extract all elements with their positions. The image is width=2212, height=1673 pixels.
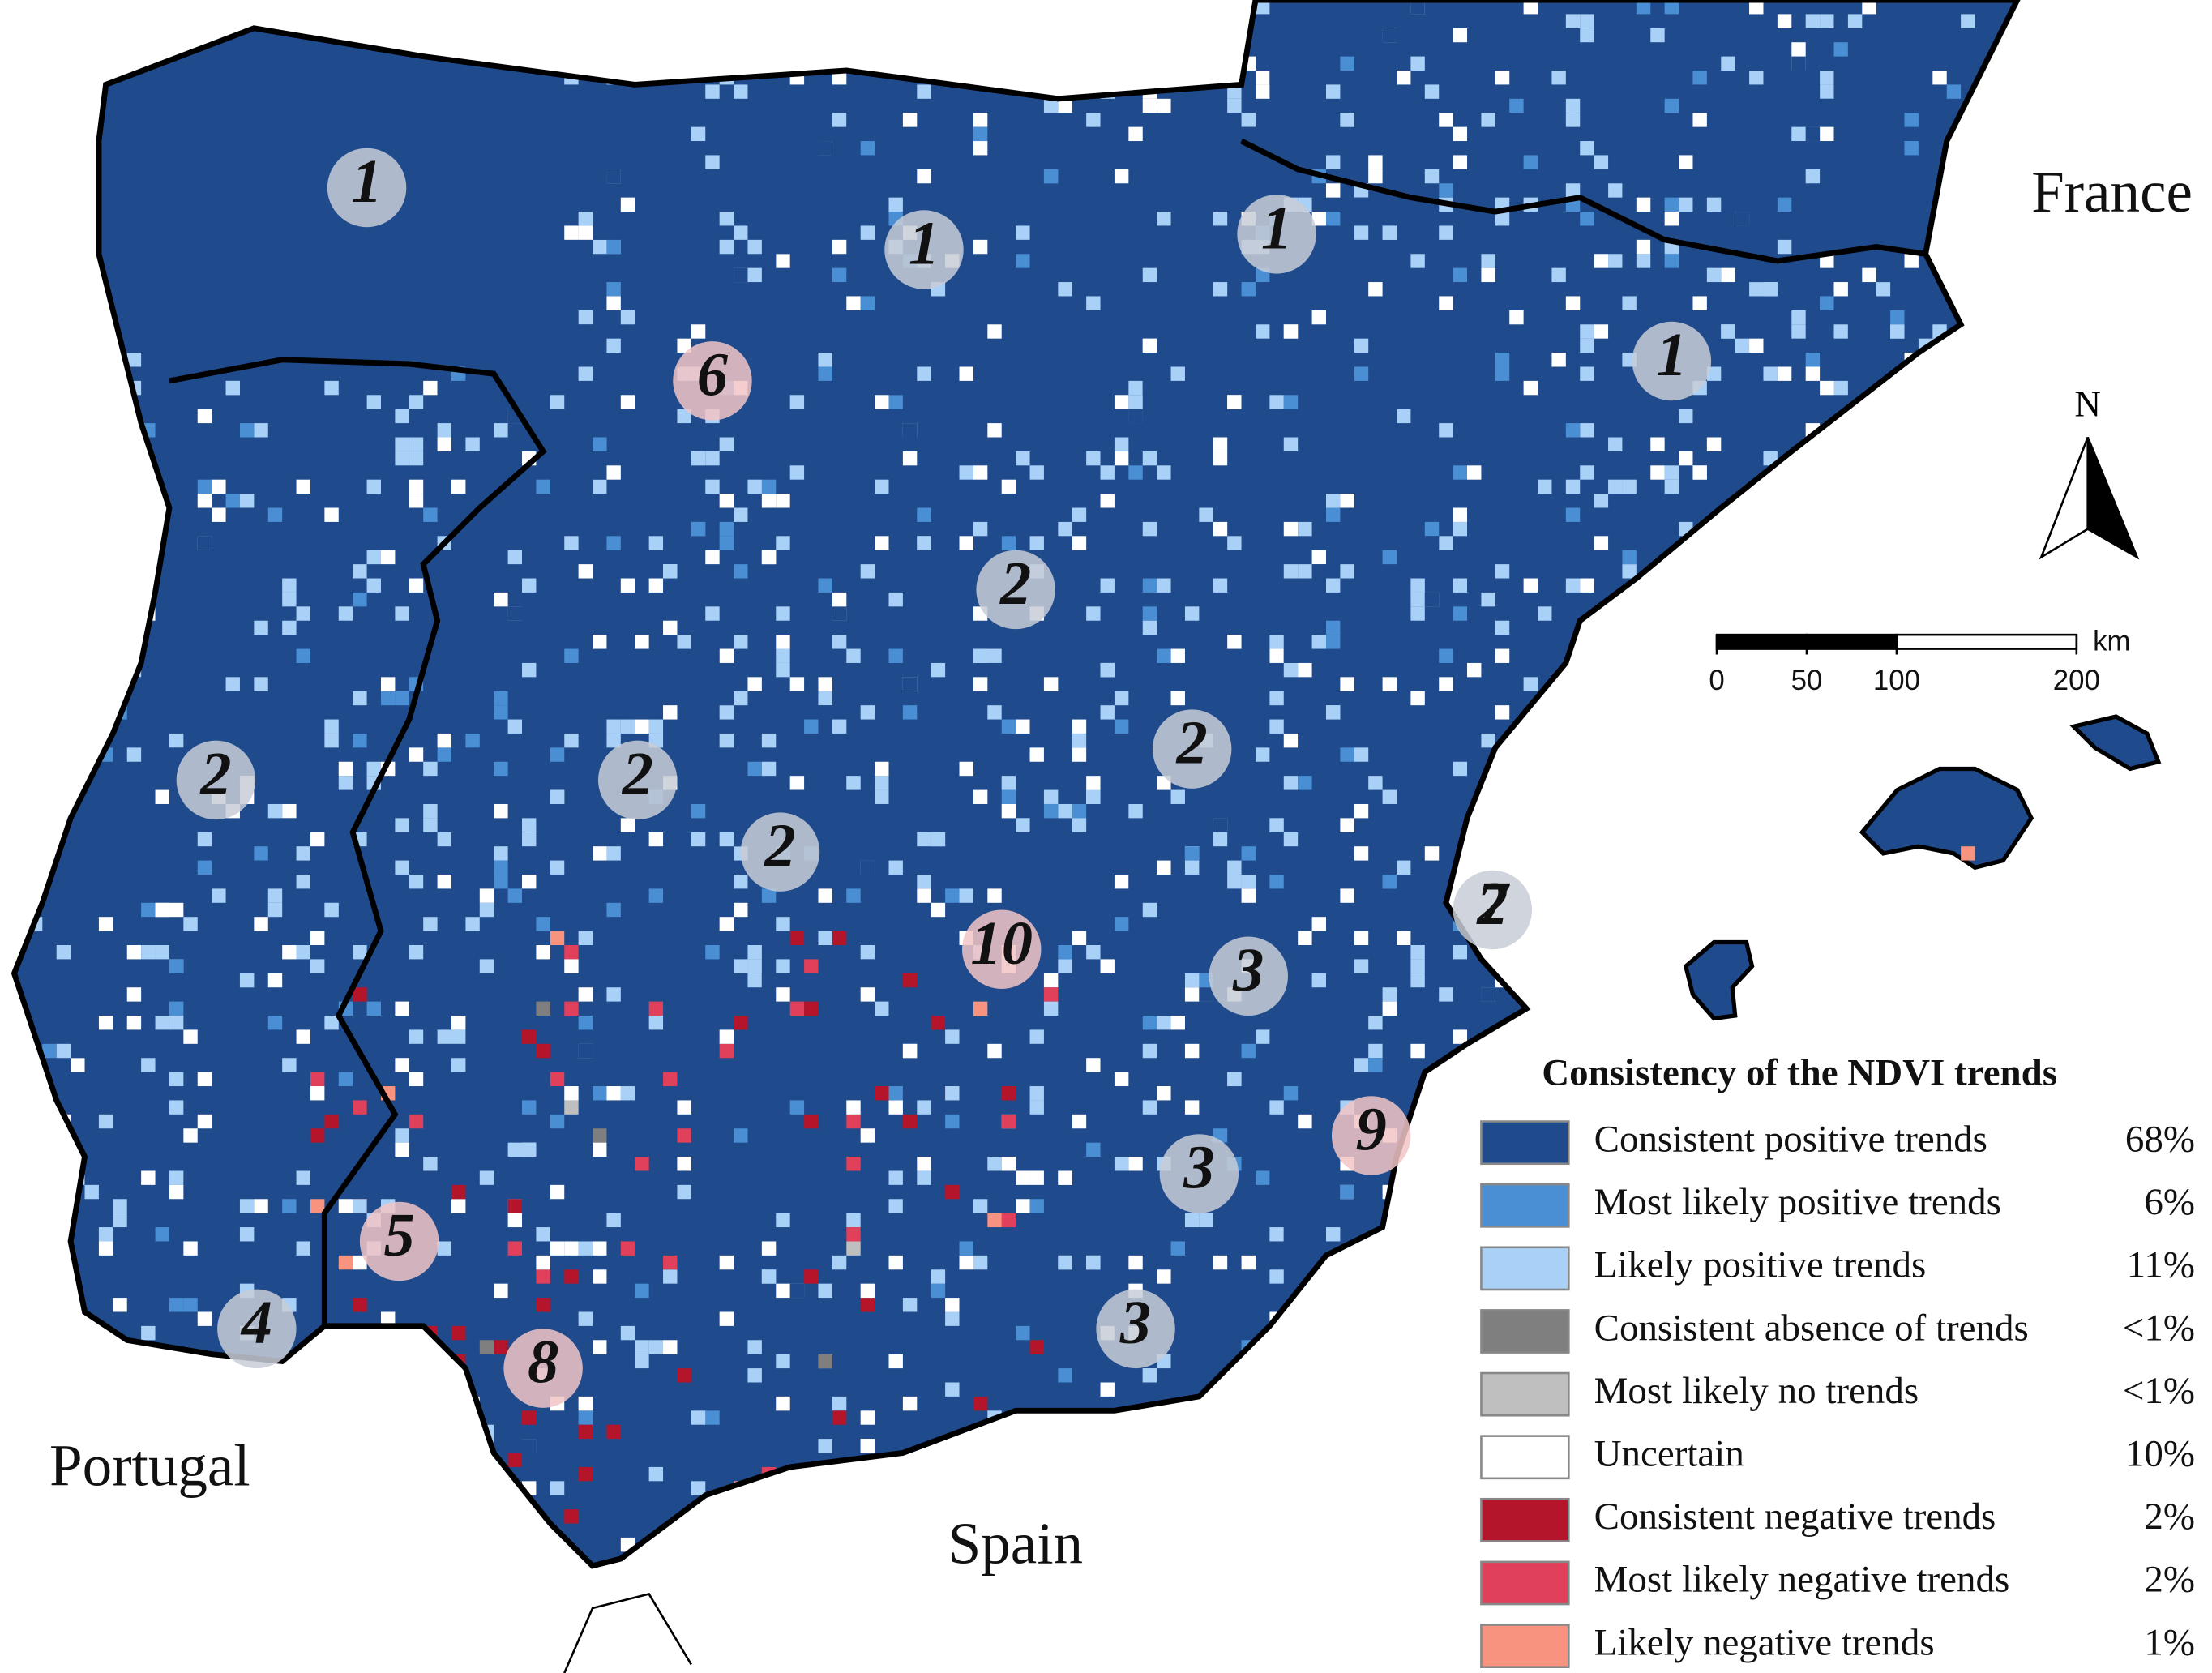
region-label: 2	[999, 549, 1031, 618]
legend-label: Most likely negative trends	[1594, 1559, 2010, 1601]
legend-label: Most likely positive trends	[1594, 1181, 2001, 1223]
legend-title: Consistency of the NDVI trends	[1542, 1052, 2057, 1094]
legend-share: 6%	[2144, 1181, 2195, 1223]
region-label: 10	[970, 909, 1033, 978]
legend-share: 2%	[2144, 1495, 2195, 1538]
region-marker	[597, 740, 678, 820]
scale-tick-label: 0	[1709, 665, 1724, 696]
scale-segment	[1715, 633, 1808, 650]
region-marker	[1237, 195, 1316, 274]
legend-share: 10%	[2125, 1433, 2195, 1475]
north-label: N	[2074, 383, 2101, 424]
legend: Consistency of the NDVI trends Consistent…	[1480, 1052, 2195, 1668]
region-marker	[1632, 321, 1712, 401]
region-marker	[1152, 709, 1232, 789]
legend-swatch	[1480, 1183, 1570, 1228]
region-label: 2	[199, 739, 231, 808]
region-marker	[176, 740, 256, 820]
region-marker	[976, 550, 1055, 630]
region-label: 3	[1183, 1133, 1214, 1202]
legend-share: 1%	[2144, 1621, 2195, 1663]
legend-swatch	[1480, 1309, 1570, 1354]
legend-label: Consistent negative trends	[1594, 1495, 1996, 1538]
legend-label: Likely negative trends	[1594, 1621, 1935, 1663]
balearic-islands	[1683, 714, 2162, 1021]
region-label: 2	[622, 739, 653, 808]
region-label: 1	[351, 147, 382, 216]
region-marker	[884, 210, 964, 289]
region-marker	[503, 1329, 583, 1408]
legend-share: <1%	[2123, 1370, 2195, 1412]
legend-swatch	[1480, 1560, 1570, 1606]
region-label: 1	[1261, 193, 1292, 262]
region-label: 2	[764, 811, 795, 880]
region-label: 6	[697, 340, 729, 409]
scale-segment	[1805, 633, 1898, 650]
region-label: 2	[1176, 708, 1208, 777]
region-marker	[673, 341, 752, 421]
legend-label: Likely positive trends	[1594, 1244, 1927, 1286]
region-label: 5	[383, 1200, 414, 1269]
country-label: Portugal	[49, 1433, 250, 1499]
legend-label: Uncertain	[1594, 1433, 1744, 1475]
legend-share: 68%	[2125, 1118, 2195, 1160]
region-label: 3	[1119, 1288, 1151, 1357]
region-marker	[359, 1201, 439, 1281]
scale-tick-label: 50	[1791, 665, 1823, 696]
region-label: 1	[909, 209, 939, 278]
region-marker	[327, 148, 407, 228]
border	[1240, 138, 1927, 264]
region-labels: 1 1 1 1 6 2 2 2 2 2 2 10 3 3 3 7 9 5 4 8	[176, 147, 1712, 1408]
region-label: 1	[1656, 320, 1687, 389]
region-marker	[217, 1289, 297, 1369]
region-label: 7	[1477, 869, 1510, 938]
legend-label: Consistent positive trends	[1594, 1118, 1987, 1160]
country-label: Spain	[948, 1510, 1083, 1576]
legend-swatch	[1480, 1435, 1570, 1480]
scale-tick-label: 200	[2053, 665, 2100, 696]
scale-unit: km	[2093, 625, 2130, 657]
africa-coast	[563, 1593, 692, 1673]
scale-bar: 0 50 100 200 km	[1709, 625, 2130, 696]
region-label: 8	[528, 1328, 558, 1397]
region-label: 4	[240, 1288, 272, 1357]
legend-share: <1%	[2123, 1307, 2195, 1349]
legend-label: Most likely no trends	[1594, 1370, 1919, 1412]
border	[169, 357, 547, 1326]
legend-swatch	[1480, 1371, 1570, 1417]
region-label: 9	[1356, 1095, 1387, 1164]
country-label: France	[2031, 159, 2193, 225]
legend-swatch	[1480, 1120, 1570, 1166]
region-marker	[1096, 1289, 1175, 1369]
region-marker	[961, 909, 1042, 989]
north-arrow: N	[2039, 383, 2140, 560]
region-label: 2	[1476, 869, 1508, 938]
legend-swatch	[1480, 1246, 1570, 1291]
legend-swatch	[1480, 1624, 1570, 1668]
scale-segment	[1895, 633, 2078, 650]
scale-tick-label: 100	[1873, 665, 1920, 696]
region-marker	[1453, 870, 1533, 950]
region-marker	[740, 812, 820, 892]
region-marker	[1159, 1134, 1239, 1213]
legend-share: 2%	[2144, 1559, 2195, 1601]
region-label: 3	[1232, 935, 1264, 1004]
coastline	[11, 0, 2021, 1569]
region-marker	[1209, 936, 1288, 1016]
region-marker	[1331, 1096, 1411, 1175]
legend-share: 11%	[2127, 1244, 2195, 1286]
legend-swatch	[1480, 1497, 1570, 1542]
legend-label: Consistent absence of trends	[1594, 1307, 2029, 1349]
